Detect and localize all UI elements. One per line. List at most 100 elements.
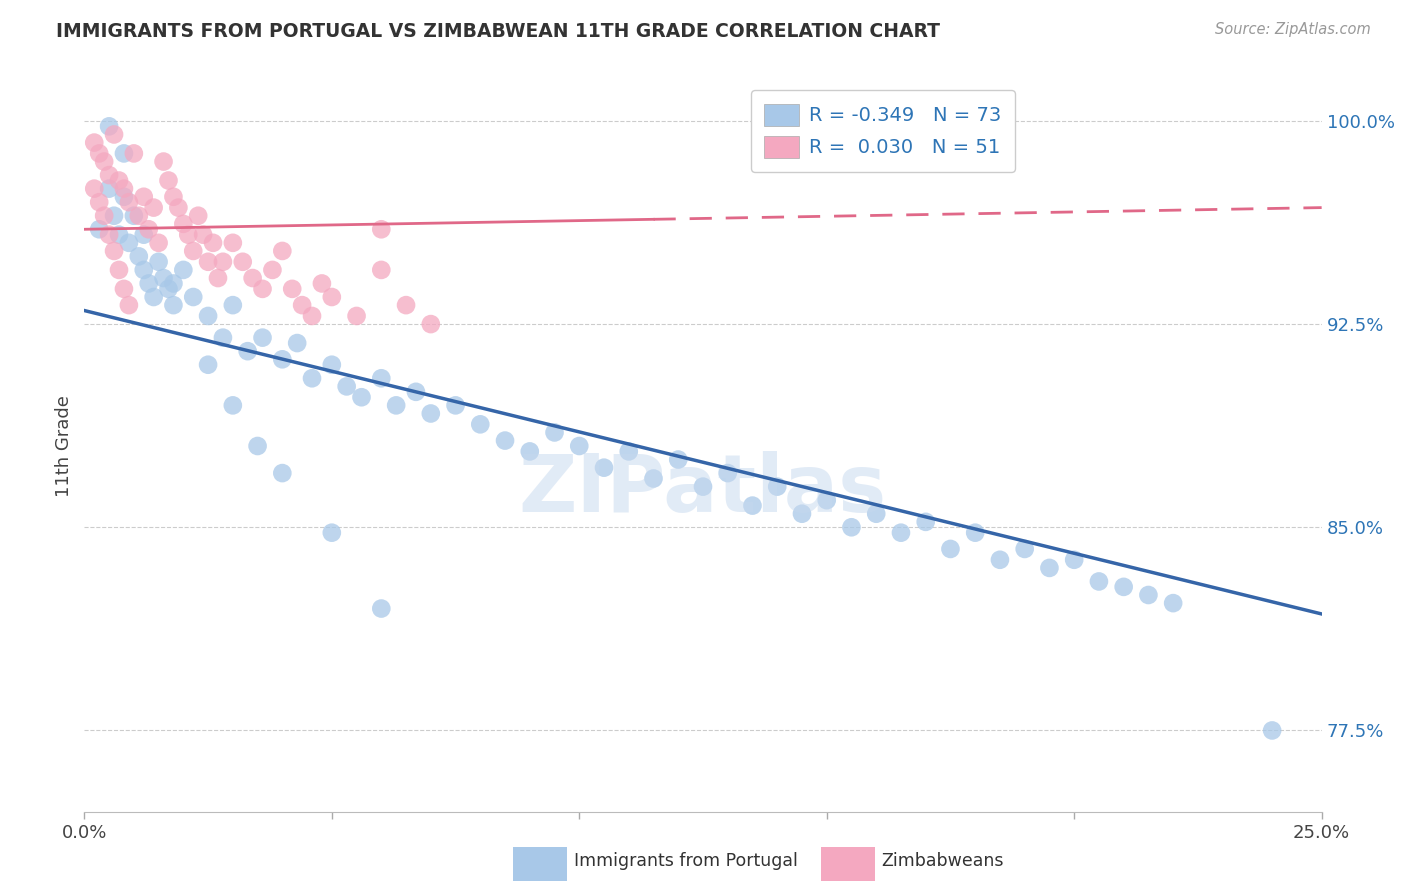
Point	[207, 271, 229, 285]
Point	[395, 298, 418, 312]
Point	[108, 263, 131, 277]
Point	[108, 173, 131, 187]
Point	[98, 227, 121, 242]
Point	[112, 190, 135, 204]
Point	[232, 254, 254, 268]
Point	[741, 499, 763, 513]
Point	[132, 263, 155, 277]
Point	[222, 235, 245, 250]
Point	[1112, 580, 1135, 594]
Point	[83, 136, 105, 150]
Point	[197, 309, 219, 323]
Point	[138, 277, 160, 291]
Point	[187, 209, 209, 223]
Point	[1137, 588, 1160, 602]
Point	[494, 434, 516, 448]
Point	[370, 601, 392, 615]
Point	[617, 444, 640, 458]
Point	[568, 439, 591, 453]
Point	[181, 290, 204, 304]
Point	[419, 407, 441, 421]
Point	[1038, 561, 1060, 575]
Point	[103, 209, 125, 223]
Point	[717, 466, 740, 480]
Point	[939, 541, 962, 556]
Point	[93, 154, 115, 169]
Point	[285, 336, 308, 351]
Point	[321, 525, 343, 540]
Point	[666, 452, 689, 467]
Point	[262, 263, 284, 277]
Point	[252, 331, 274, 345]
Point	[89, 195, 111, 210]
Point	[152, 154, 174, 169]
Point	[988, 553, 1011, 567]
Point	[181, 244, 204, 258]
Point	[246, 439, 269, 453]
Point	[132, 190, 155, 204]
Point	[890, 525, 912, 540]
Text: Zimbabweans: Zimbabweans	[882, 852, 1004, 870]
Point	[167, 201, 190, 215]
Point	[444, 398, 467, 412]
Point	[271, 244, 294, 258]
Point	[1161, 596, 1184, 610]
Text: IMMIGRANTS FROM PORTUGAL VS ZIMBABWEAN 11TH GRADE CORRELATION CHART: IMMIGRANTS FROM PORTUGAL VS ZIMBABWEAN 1…	[56, 22, 941, 41]
Point	[222, 298, 245, 312]
Point	[197, 358, 219, 372]
Point	[98, 120, 121, 134]
Point	[965, 525, 987, 540]
Point	[766, 480, 789, 494]
Point	[222, 398, 245, 412]
Point	[197, 254, 219, 268]
Point	[142, 201, 165, 215]
Point	[132, 227, 155, 242]
Point	[148, 235, 170, 250]
Point	[593, 460, 616, 475]
Point	[519, 444, 541, 458]
Point	[191, 227, 214, 242]
Point	[311, 277, 333, 291]
Point	[242, 271, 264, 285]
Point	[112, 282, 135, 296]
Point	[1014, 541, 1036, 556]
Point	[103, 244, 125, 258]
Point	[643, 471, 665, 485]
Text: ZIPatlas: ZIPatlas	[519, 450, 887, 529]
Point	[98, 168, 121, 182]
Point	[914, 515, 936, 529]
Point	[108, 227, 131, 242]
Point	[122, 146, 145, 161]
Point	[162, 277, 184, 291]
Point	[112, 181, 135, 195]
Point	[470, 417, 492, 432]
Point	[543, 425, 565, 440]
Point	[419, 317, 441, 331]
Point	[1063, 553, 1085, 567]
Point	[370, 371, 392, 385]
Point	[172, 217, 194, 231]
Point	[93, 209, 115, 223]
Point	[98, 181, 121, 195]
Point	[350, 390, 373, 404]
Point	[321, 290, 343, 304]
Point	[89, 222, 111, 236]
Point	[118, 298, 141, 312]
Point	[841, 520, 863, 534]
Point	[271, 352, 294, 367]
Point	[202, 235, 225, 250]
Point	[152, 271, 174, 285]
Point	[128, 209, 150, 223]
Point	[815, 493, 838, 508]
Point	[83, 181, 105, 195]
Point	[1261, 723, 1284, 738]
Point	[281, 282, 304, 296]
Point	[212, 331, 235, 345]
Point	[370, 263, 392, 277]
Point	[1088, 574, 1111, 589]
Point	[301, 309, 323, 323]
Point	[142, 290, 165, 304]
Point	[212, 254, 235, 268]
Point	[336, 379, 359, 393]
Point	[385, 398, 408, 412]
